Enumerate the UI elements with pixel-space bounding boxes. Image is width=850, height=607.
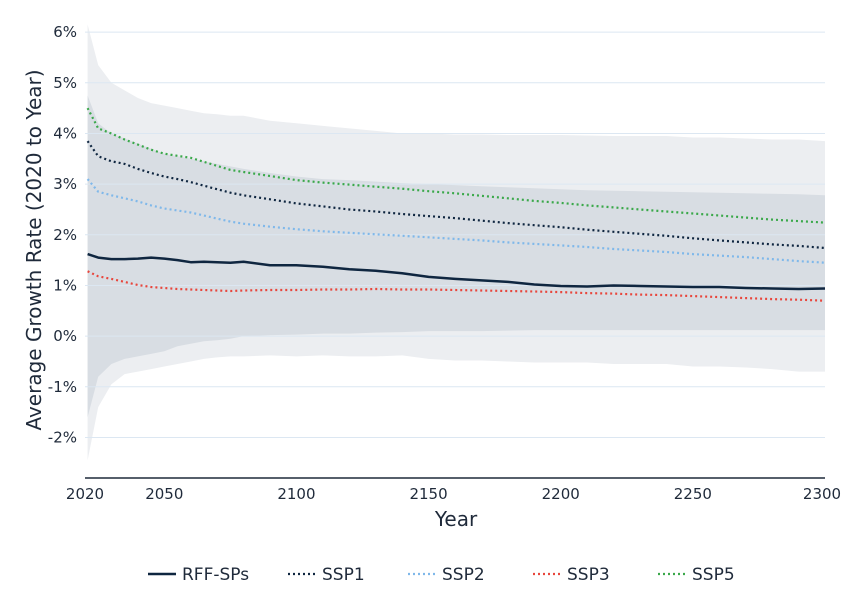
legend-label: SSP5 <box>692 565 735 585</box>
confidence-band-1 <box>87 95 826 418</box>
y-tick-label: -1% <box>48 378 77 396</box>
y-tick-label: -2% <box>48 428 77 446</box>
series-line-ssp3 <box>87 270 826 302</box>
x-tick-labels: 2020 2050 2100 2150 2200 2250 2300 <box>66 485 841 503</box>
y-tick-label: 3% <box>53 175 77 193</box>
legend-item-ssp5: SSP5 <box>658 565 735 585</box>
legend-label: RFF-SPs <box>182 565 249 585</box>
y-tick-label: 1% <box>53 276 77 294</box>
legend-item-ssp3: SSP3 <box>533 565 610 585</box>
series-line-ssp2 <box>86 178 826 264</box>
legend-label: SSP2 <box>442 565 485 585</box>
series-line-rff-sps <box>87 252 826 291</box>
x-tick-label: 2250 <box>674 485 712 503</box>
legend-item-rff-sps: RFF-SPs <box>148 565 249 585</box>
y-tick-labels: -2% -1% 0% 1% 2% 3% 4% 5% 6% <box>48 23 77 446</box>
legend: RFF-SPs SSP1 SSP2 SSP3 SSP5 <box>148 565 735 585</box>
series-lines <box>86 107 826 302</box>
legend-item-ssp2: SSP2 <box>408 565 485 585</box>
y-tick-label: 4% <box>53 124 77 142</box>
legend-label: SSP3 <box>567 565 610 585</box>
y-tick-label: 2% <box>53 226 77 244</box>
y-tick-label: 6% <box>53 23 77 41</box>
x-tick-label: 2020 <box>66 485 104 503</box>
gridlines <box>85 31 825 438</box>
y-axis-title: Average Growth Rate (2020 to Year) <box>22 69 46 430</box>
x-tick-label: 2300 <box>803 485 841 503</box>
x-tick-label: 2050 <box>145 485 183 503</box>
y-tick-label: 5% <box>53 74 77 92</box>
x-tick-label: 2200 <box>542 485 580 503</box>
confidence-bands <box>87 24 826 461</box>
legend-item-ssp1: SSP1 <box>288 565 365 585</box>
y-tick-label: 0% <box>53 327 77 345</box>
x-tick-label: 2100 <box>277 485 315 503</box>
legend-label: SSP1 <box>322 565 365 585</box>
x-axis-title: Year <box>434 507 478 531</box>
x-tick-label: 2150 <box>409 485 447 503</box>
